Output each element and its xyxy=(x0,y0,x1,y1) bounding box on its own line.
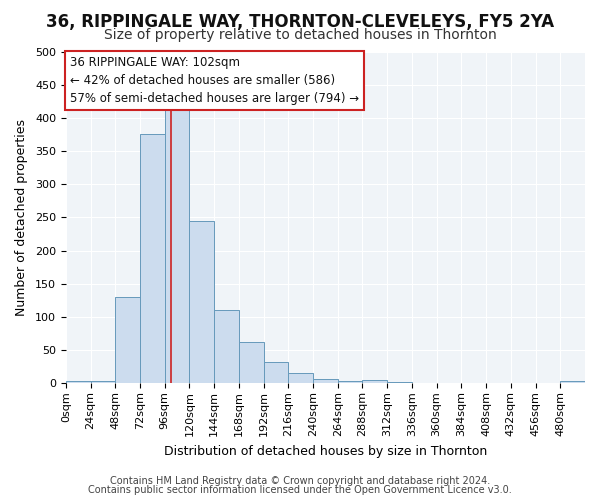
Bar xyxy=(214,310,239,384)
Text: Contains HM Land Registry data © Crown copyright and database right 2024.: Contains HM Land Registry data © Crown c… xyxy=(110,476,490,486)
Bar xyxy=(140,134,164,384)
Bar xyxy=(91,380,115,384)
Bar xyxy=(560,380,585,384)
Bar xyxy=(239,342,263,384)
Bar xyxy=(461,382,486,384)
Bar xyxy=(190,221,214,384)
Bar xyxy=(115,297,140,384)
Bar xyxy=(387,382,412,384)
Bar xyxy=(263,362,289,384)
Bar xyxy=(289,374,313,384)
Bar xyxy=(313,379,338,384)
Y-axis label: Number of detached properties: Number of detached properties xyxy=(15,119,28,316)
Bar xyxy=(66,382,91,384)
Text: 36 RIPPINGALE WAY: 102sqm
← 42% of detached houses are smaller (586)
57% of semi: 36 RIPPINGALE WAY: 102sqm ← 42% of detac… xyxy=(70,56,359,105)
Bar xyxy=(437,382,461,384)
Text: Size of property relative to detached houses in Thornton: Size of property relative to detached ho… xyxy=(104,28,496,42)
Bar xyxy=(164,108,190,384)
Bar xyxy=(338,382,362,384)
Text: Contains public sector information licensed under the Open Government Licence v3: Contains public sector information licen… xyxy=(88,485,512,495)
Bar xyxy=(362,380,387,384)
Text: 36, RIPPINGALE WAY, THORNTON-CLEVELEYS, FY5 2YA: 36, RIPPINGALE WAY, THORNTON-CLEVELEYS, … xyxy=(46,12,554,30)
Bar xyxy=(412,382,437,384)
X-axis label: Distribution of detached houses by size in Thornton: Distribution of detached houses by size … xyxy=(164,444,487,458)
Bar xyxy=(486,382,511,384)
